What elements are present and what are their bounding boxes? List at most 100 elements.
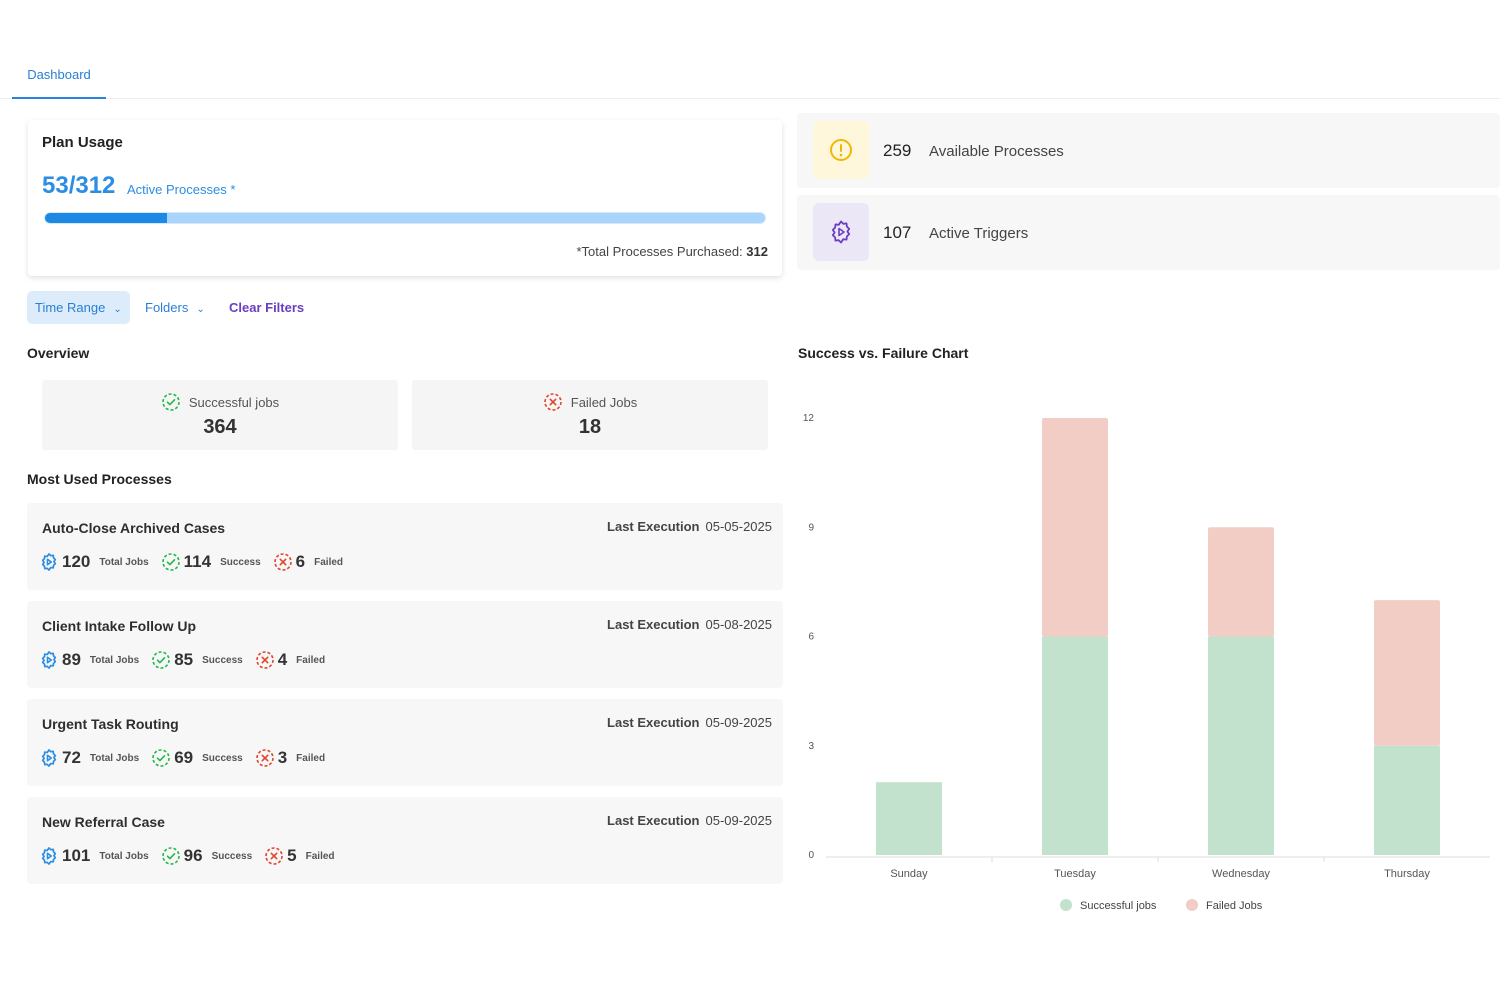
check-circle-icon bbox=[161, 846, 181, 866]
x-circle-icon bbox=[255, 748, 275, 768]
bar-successful bbox=[1208, 636, 1274, 855]
successful-jobs-header: Successful jobs bbox=[42, 392, 398, 412]
last-execution-date: 05-09-2025 bbox=[705, 715, 773, 730]
y-tick-label: 6 bbox=[808, 632, 814, 643]
last-execution-date: 05-05-2025 bbox=[705, 519, 773, 534]
legend-label: Failed Jobs bbox=[1206, 900, 1263, 912]
last-execution-label: Last Execution bbox=[607, 813, 700, 828]
gear-play-icon bbox=[39, 650, 59, 670]
folders-filter[interactable]: Folders ⌄ bbox=[145, 291, 205, 324]
success-jobs-value: 96 bbox=[183, 846, 203, 865]
y-tick-label: 0 bbox=[808, 850, 814, 861]
tab-dashboard[interactable]: Dashboard bbox=[12, 66, 106, 99]
chevron-down-icon: ⌄ bbox=[113, 304, 122, 315]
x-tick-label: Wednesday bbox=[1212, 868, 1270, 880]
last-execution-date: 05-09-2025 bbox=[705, 813, 773, 828]
x-tick-label: Thursday bbox=[1384, 868, 1430, 880]
failed-jobs-label: Failed bbox=[296, 752, 326, 764]
x-circle-icon bbox=[273, 552, 293, 572]
successful-jobs-label: Successful jobs bbox=[188, 394, 280, 410]
bar-successful bbox=[1042, 636, 1108, 855]
gear-play-icon bbox=[39, 552, 59, 572]
overview-title: Overview bbox=[27, 345, 90, 361]
most-used-processes-title: Most Used Processes bbox=[27, 471, 172, 487]
legend-label: Successful jobs bbox=[1080, 900, 1157, 912]
success-jobs-value: 114 bbox=[183, 552, 212, 571]
total-jobs-label: Total Jobs bbox=[99, 556, 149, 568]
x-circle-icon bbox=[255, 650, 275, 670]
failed-jobs-value: 3 bbox=[277, 748, 288, 767]
total-jobs-value: 120 bbox=[62, 552, 91, 571]
total-jobs-label: Total Jobs bbox=[89, 752, 140, 764]
check-circle-icon bbox=[151, 650, 171, 670]
process-name: Client Intake Follow Up bbox=[42, 618, 197, 634]
success-jobs-value: 69 bbox=[174, 748, 194, 767]
gear-play-icon bbox=[39, 846, 59, 866]
check-circle-icon bbox=[161, 552, 181, 572]
failed-jobs-card: Failed Jobs 18 bbox=[412, 380, 768, 450]
success-failure-chart: 0 3 6 9 12 Sunday Tuesday Wednesday Thursday Succ… bbox=[803, 413, 1490, 912]
failed-jobs-value: 4 bbox=[277, 650, 288, 669]
last-execution-date: 05-08-2025 bbox=[705, 617, 773, 632]
y-tick-label: 9 bbox=[808, 522, 814, 533]
chart-title: Success vs. Failure Chart bbox=[798, 345, 969, 361]
process-stats: 101 Total Jobs 96 Success 5 Failed bbox=[39, 845, 347, 867]
y-tick-label: 3 bbox=[808, 741, 814, 752]
active-triggers-card: 107 Active Triggers bbox=[797, 195, 1500, 270]
last-execution-label: Last Execution bbox=[607, 617, 700, 632]
bar-failed bbox=[1374, 600, 1440, 746]
x-circle-icon bbox=[543, 392, 563, 412]
plan-usage-progress-bar bbox=[44, 212, 766, 224]
chevron-down-icon: ⌄ bbox=[196, 304, 205, 315]
bar-successful bbox=[1374, 745, 1440, 855]
time-range-label: Time Range bbox=[35, 300, 106, 315]
failed-jobs-value: 18 bbox=[578, 416, 602, 438]
last-execution: Last Execution 05-08-2025 bbox=[607, 617, 772, 632]
tab-bar: Dashboard bbox=[0, 0, 1500, 99]
failed-jobs-label: Failed Jobs bbox=[570, 394, 638, 410]
clear-filters-button[interactable]: Clear Filters bbox=[229, 300, 305, 315]
bar-failed bbox=[1208, 527, 1274, 637]
x-circle-icon bbox=[264, 846, 284, 866]
success-jobs-label: Success bbox=[211, 850, 253, 862]
process-card[interactable]: Auto-Close Archived Cases Last Execution 0… bbox=[27, 503, 783, 590]
active-triggers-label: Active Triggers bbox=[929, 225, 1029, 242]
time-range-filter[interactable]: Time Range ⌄ bbox=[27, 291, 130, 324]
check-circle-icon bbox=[161, 392, 181, 412]
folders-label: Folders bbox=[145, 300, 189, 315]
plan-usage-card: Plan Usage 53/312 Active Processes * *To… bbox=[28, 120, 782, 276]
process-stats: 120 Total Jobs 114 Success 6 Failed bbox=[39, 551, 355, 573]
total-jobs-value: 101 bbox=[62, 846, 91, 865]
active-processes-label: Active Processes * bbox=[127, 182, 236, 197]
process-card[interactable]: New Referral Case Last Execution 05-09-202… bbox=[27, 797, 783, 884]
available-processes-label: Available Processes bbox=[929, 143, 1064, 160]
process-name: New Referral Case bbox=[42, 814, 165, 830]
last-execution: Last Execution 05-09-2025 bbox=[607, 813, 772, 828]
successful-jobs-card: Successful jobs 364 bbox=[42, 380, 398, 450]
total-jobs-value: 72 bbox=[62, 748, 81, 767]
process-card[interactable]: Urgent Task Routing Last Execution 05-09-2… bbox=[27, 699, 783, 786]
success-jobs-label: Success bbox=[220, 556, 261, 568]
plan-usage-title: Plan Usage bbox=[42, 134, 123, 151]
check-circle-icon bbox=[151, 748, 171, 768]
success-jobs-label: Success bbox=[202, 752, 243, 764]
failed-jobs-label: Failed bbox=[305, 850, 335, 862]
bar-successful bbox=[876, 782, 942, 855]
total-processes-note-value: 312 bbox=[746, 244, 768, 259]
gear-play-icon bbox=[39, 748, 59, 768]
gear-play-icon bbox=[813, 203, 869, 261]
failed-jobs-header: Failed Jobs bbox=[412, 392, 768, 412]
failed-jobs-value: 6 bbox=[295, 552, 306, 571]
failed-jobs-label: Failed bbox=[296, 654, 326, 666]
failed-jobs-label: Failed bbox=[314, 556, 344, 568]
x-tick-label: Tuesday bbox=[1054, 868, 1096, 880]
total-jobs-label: Total Jobs bbox=[89, 654, 140, 666]
active-processes-count: 53/312 bbox=[42, 172, 116, 199]
process-name: Urgent Task Routing bbox=[42, 716, 179, 732]
total-processes-note: *Total Processes Purchased: 312 bbox=[576, 244, 768, 259]
process-name: Auto-Close Archived Cases bbox=[42, 520, 226, 536]
failed-jobs-value: 5 bbox=[287, 846, 297, 865]
process-card[interactable]: Client Intake Follow Up Last Execution 05-… bbox=[27, 601, 783, 688]
last-execution-label: Last Execution bbox=[607, 715, 700, 730]
legend-swatch bbox=[1186, 899, 1198, 911]
